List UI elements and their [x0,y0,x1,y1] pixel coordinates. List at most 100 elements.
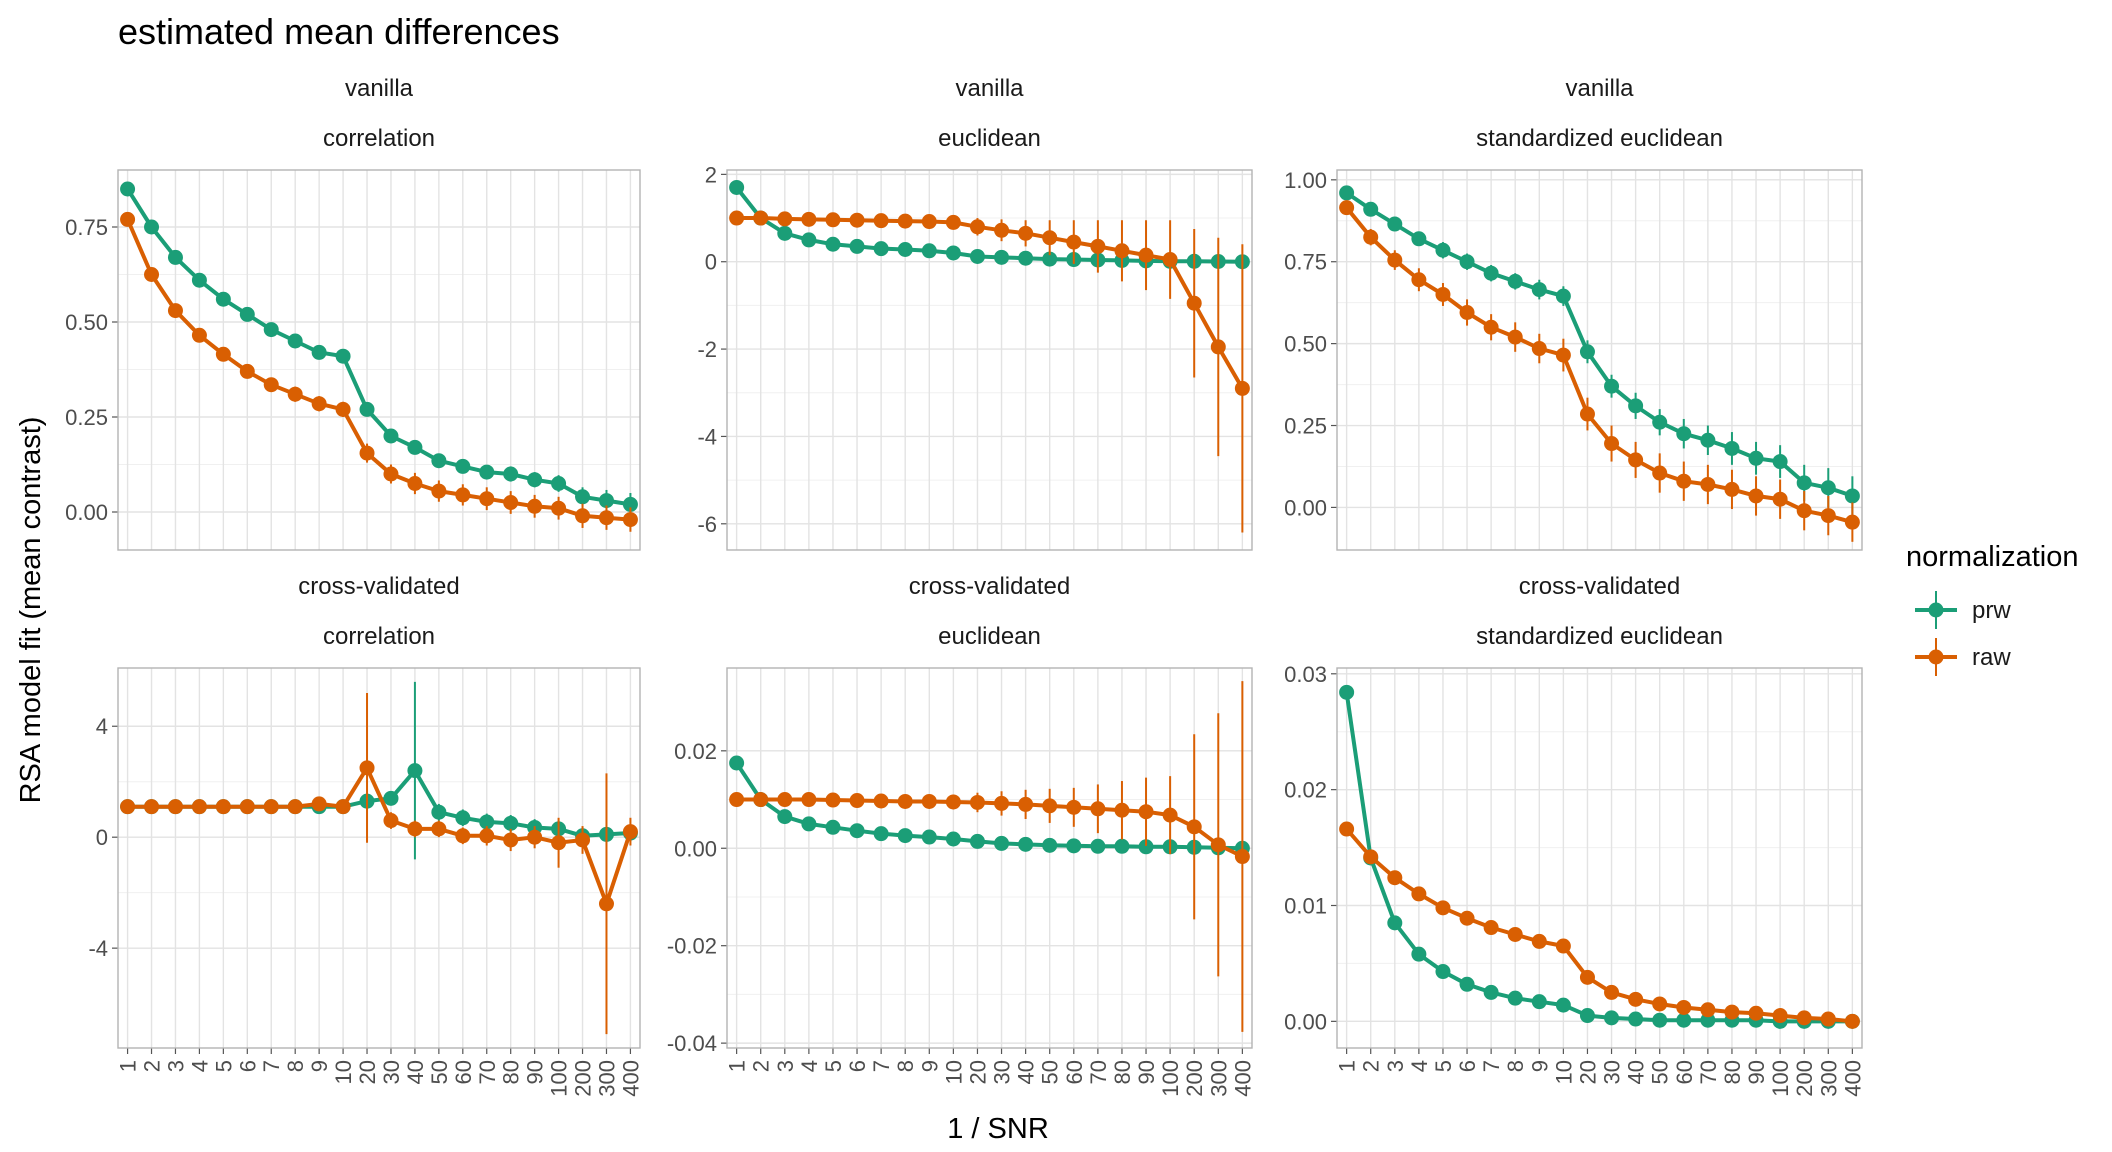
data-point [873,213,889,229]
data-point [359,760,375,776]
data-point [1531,933,1547,949]
strip-col-label: euclidean [938,125,1041,152]
x-tick-label: 1 [725,1060,750,1072]
data-point [1483,319,1499,335]
y-tick-label: 0 [705,250,717,275]
data-point [1114,802,1130,818]
data-point [167,799,183,815]
legend-title: normalization [1906,541,2078,573]
data-point [1138,804,1154,820]
data-point [431,821,447,837]
data-point [383,813,399,829]
strip-col-label: correlation [323,623,435,650]
data-point [1531,341,1547,357]
data-point [1018,796,1034,812]
y-tick-label: 1.00 [1284,168,1327,193]
data-point [1628,1011,1644,1027]
data-point [287,333,303,349]
x-tick-label: 3 [773,1060,798,1072]
data-point [1652,465,1668,481]
data-point [1748,450,1764,466]
data-point [825,236,841,252]
data-point [1507,926,1523,942]
x-tick-label: 90 [1744,1060,1769,1084]
data-point [1234,849,1250,865]
x-tick-label: 7 [869,1060,894,1072]
x-tick-label: 10 [1551,1060,1576,1084]
data-point [527,498,543,514]
data-point [383,790,399,806]
data-point [1459,254,1475,270]
data-point [527,472,543,488]
data-point [1363,229,1379,245]
data-point [263,377,279,393]
legend-key-point [1928,649,1944,665]
x-tick-label: 40 [403,1060,428,1084]
data-point [239,799,255,815]
y-tick-label: 0 [96,825,108,850]
x-tick-label: 1 [116,1060,141,1072]
data-point [1435,900,1451,916]
data-point [1435,964,1451,980]
series-raw [120,211,638,532]
y-tick-label: 0.25 [65,405,108,430]
data-point [1387,252,1403,268]
series-line [125,218,631,522]
data-point [777,211,793,227]
series-line [127,765,633,906]
data-point [215,291,231,307]
data-point [1579,344,1595,360]
x-tick-label: 400 [618,1060,643,1097]
data-point [479,464,495,480]
x-tick-label: 6 [235,1060,260,1072]
data-point [1555,997,1571,1013]
strip-row-label: cross-validated [909,573,1070,600]
data-point [1652,1012,1668,1028]
data-point [921,829,937,845]
series-line [1344,692,1853,1024]
data-point [994,222,1010,238]
x-tick-label: 3 [163,1060,188,1072]
data-point [945,831,961,847]
data-point [311,344,327,360]
data-point [897,828,913,844]
series-prw [1339,684,1860,1029]
data-point [191,327,207,343]
data-point [144,219,160,235]
data-point [455,810,471,826]
x-tick-label: 20 [1575,1060,1600,1084]
data-point [311,796,327,812]
x-tick-label: 80 [1110,1060,1135,1084]
x-tick-label: 2 [749,1060,774,1072]
x-tick-label: 1 [1335,1060,1360,1072]
data-point [479,814,495,830]
data-point [945,214,961,230]
data-point [777,792,793,808]
strip-row-label: cross-validated [1519,573,1680,600]
data-point [1459,910,1475,926]
data-point [503,815,519,831]
x-tick-label: 200 [1182,1060,1207,1097]
data-point [622,824,638,840]
data-point [1820,1011,1836,1027]
data-point [849,793,865,809]
x-tick-label: 5 [1431,1060,1456,1072]
data-point [431,453,447,469]
panel-1: vanilla correlation 0.00 0.25 0.50 0.75 [65,75,641,551]
x-tick-label: 70 [1086,1060,1111,1084]
strip-row-label: vanilla [345,75,414,102]
chart-title: estimated mean differences [118,11,560,52]
data-point [1652,996,1668,1012]
x-tick-label: 300 [1206,1060,1231,1097]
data-point [1090,801,1106,817]
strip-col-label: standardized euclidean [1476,125,1723,152]
x-tick-label: 50 [1648,1060,1673,1084]
data-point [1748,1005,1764,1021]
strip-col-label: standardized euclidean [1476,623,1723,650]
data-point [407,821,423,837]
data-point [1628,452,1644,468]
series-raw [729,681,1250,1032]
y-tick-label: -4 [88,936,108,961]
data-point [801,232,817,248]
data-point [1387,915,1403,931]
